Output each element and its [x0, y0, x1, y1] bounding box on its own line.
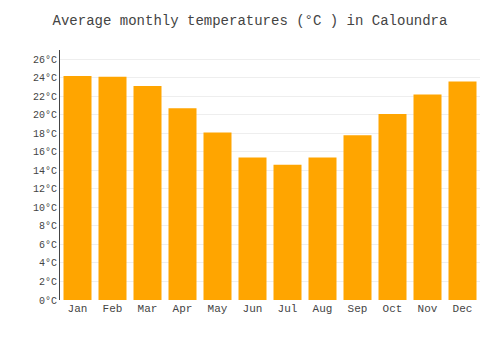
svg-text:12°C: 12°C	[33, 184, 57, 195]
svg-text:24°C: 24°C	[33, 73, 57, 84]
svg-text:4°C: 4°C	[39, 258, 57, 269]
svg-text:14°C: 14°C	[33, 166, 57, 177]
svg-text:Jul: Jul	[278, 303, 298, 315]
svg-text:Jun: Jun	[243, 303, 263, 315]
svg-text:Oct: Oct	[383, 303, 403, 315]
svg-text:8°C: 8°C	[39, 221, 57, 232]
svg-text:Apr: Apr	[173, 303, 193, 315]
svg-text:22°C: 22°C	[33, 92, 57, 103]
svg-text:16°C: 16°C	[33, 147, 57, 158]
svg-text:Feb: Feb	[103, 303, 123, 315]
svg-text:Dec: Dec	[453, 303, 473, 315]
svg-text:May: May	[208, 303, 228, 315]
svg-text:26°C: 26°C	[33, 55, 57, 66]
svg-text:Average monthly temperatures (: Average monthly temperatures (°C ) in Ca…	[53, 13, 448, 29]
svg-text:18°C: 18°C	[33, 129, 57, 140]
svg-text:Sep: Sep	[348, 303, 368, 315]
svg-text:10°C: 10°C	[33, 203, 57, 214]
svg-text:20°C: 20°C	[33, 110, 57, 121]
svg-text:Aug: Aug	[313, 303, 333, 315]
svg-text:2°C: 2°C	[39, 277, 57, 288]
svg-text:Mar: Mar	[138, 303, 158, 315]
svg-text:Nov: Nov	[418, 303, 438, 315]
svg-text:6°C: 6°C	[39, 240, 57, 251]
svg-text:Jan: Jan	[68, 303, 88, 315]
svg-text:0°C: 0°C	[39, 296, 57, 307]
